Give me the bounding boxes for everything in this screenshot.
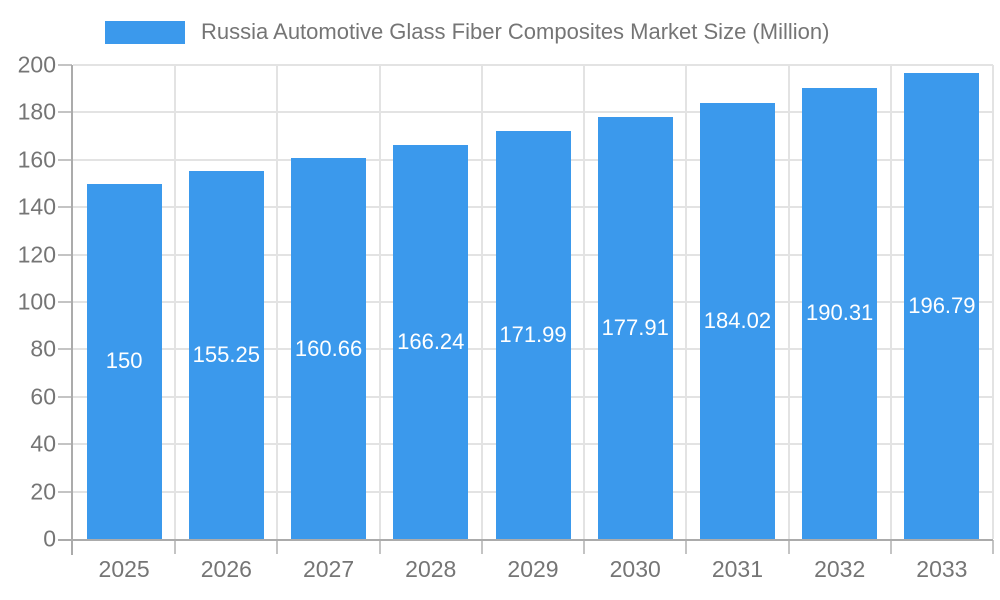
y-axis-label: 40 bbox=[30, 430, 56, 457]
gridline-vertical bbox=[583, 65, 586, 539]
y-axis-tick bbox=[58, 490, 72, 493]
x-axis-tick bbox=[992, 540, 994, 554]
x-axis-label: 2026 bbox=[200, 556, 252, 582]
gridline-vertical bbox=[889, 65, 892, 539]
x-axis-label: 2028 bbox=[405, 556, 457, 582]
x-axis-label: 2031 bbox=[711, 556, 764, 582]
x-axis-tick bbox=[787, 540, 790, 554]
bar-2029[interactable] bbox=[495, 131, 571, 539]
y-axis-label: 100 bbox=[17, 288, 56, 315]
bar-2025[interactable] bbox=[86, 183, 162, 539]
gridline-vertical bbox=[992, 65, 994, 539]
x-axis-label: 2032 bbox=[814, 556, 866, 582]
gridline-vertical bbox=[378, 65, 381, 539]
x-axis-tick bbox=[583, 540, 586, 554]
x-axis-label: 2025 bbox=[98, 556, 150, 582]
y-axis-label: 180 bbox=[17, 98, 56, 125]
x-axis-tick bbox=[685, 540, 688, 554]
bar-value-label: 196.79 bbox=[908, 292, 976, 318]
y-axis-tick bbox=[58, 253, 72, 256]
bar-value-label: 166.24 bbox=[397, 329, 465, 354]
legend-label: Russia Automotive Glass Fiber Composites… bbox=[201, 19, 830, 44]
gridline-horizontal bbox=[73, 64, 993, 66]
y-axis-line bbox=[71, 65, 73, 555]
y-axis-tick bbox=[58, 443, 72, 446]
bar-2031[interactable] bbox=[699, 102, 775, 539]
bar-value-label: 150 bbox=[105, 348, 143, 374]
x-axis-tick bbox=[276, 540, 279, 554]
gridline-vertical bbox=[174, 65, 177, 539]
bar-value-label: 184.02 bbox=[703, 307, 772, 333]
y-axis-label: 80 bbox=[30, 335, 56, 362]
y-axis-tick bbox=[58, 111, 72, 114]
legend-swatch bbox=[105, 20, 185, 44]
x-axis-tick bbox=[889, 540, 892, 554]
bar-value-label: 177.91 bbox=[601, 315, 669, 341]
y-axis-label: 200 bbox=[17, 51, 56, 78]
y-axis-label: 0 bbox=[43, 525, 56, 552]
y-axis-label: 20 bbox=[30, 478, 56, 505]
bar-2030[interactable] bbox=[597, 117, 673, 539]
chart-legend[interactable]: Russia Automotive Glass Fiber Composites… bbox=[105, 14, 829, 50]
gridline-vertical bbox=[480, 65, 483, 539]
y-axis-label: 140 bbox=[17, 193, 56, 220]
y-axis-tick bbox=[58, 158, 72, 161]
y-axis-label: 60 bbox=[30, 383, 56, 410]
gridline-horizontal bbox=[73, 111, 993, 114]
bar-value-label: 155.25 bbox=[192, 342, 260, 368]
gridline-vertical bbox=[276, 65, 279, 539]
bar-value-label: 160.66 bbox=[294, 335, 363, 361]
x-axis-label: 2030 bbox=[609, 556, 661, 582]
bar-2027[interactable] bbox=[291, 158, 367, 539]
y-axis-tick bbox=[58, 395, 72, 398]
bar-value-label: 190.31 bbox=[806, 300, 874, 326]
x-axis-tick bbox=[378, 540, 381, 554]
bar-2032[interactable] bbox=[802, 87, 878, 539]
x-axis-line bbox=[58, 539, 993, 541]
y-axis-label: 160 bbox=[17, 146, 56, 173]
y-axis-label: 120 bbox=[17, 241, 56, 268]
y-axis-tick bbox=[58, 301, 72, 303]
bar-2028[interactable] bbox=[393, 145, 469, 539]
bar-2033[interactable] bbox=[904, 72, 980, 539]
y-axis-tick bbox=[58, 64, 72, 66]
x-axis-tick bbox=[174, 540, 177, 554]
x-axis-label: 2029 bbox=[507, 556, 559, 582]
x-axis-label: 2027 bbox=[302, 556, 355, 582]
gridline-vertical bbox=[787, 65, 790, 539]
gridline-vertical bbox=[685, 65, 688, 539]
x-axis-tick bbox=[480, 540, 483, 554]
y-axis-tick bbox=[58, 348, 72, 351]
y-axis-tick bbox=[58, 206, 72, 209]
bar-2026[interactable] bbox=[188, 171, 264, 539]
bar-value-label: 171.99 bbox=[499, 322, 567, 348]
x-axis-label: 2033 bbox=[916, 556, 968, 582]
